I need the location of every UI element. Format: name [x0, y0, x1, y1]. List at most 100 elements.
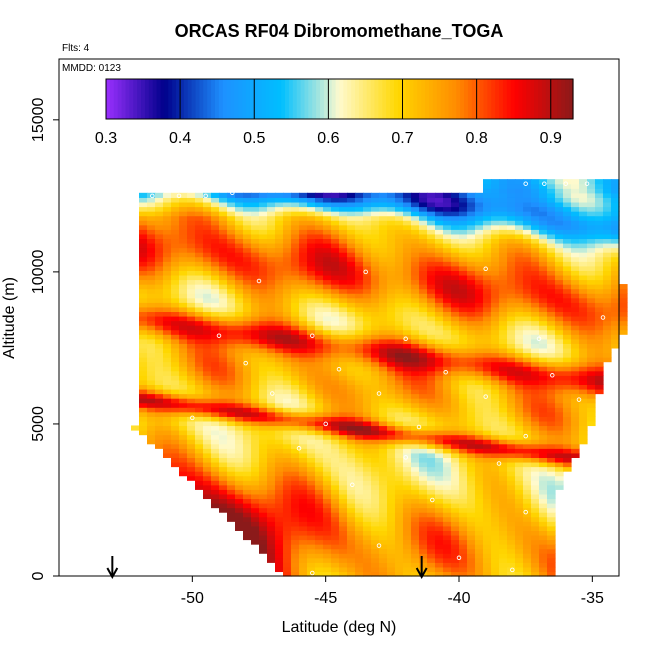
heatmap-cell — [403, 215, 412, 221]
heatmap-cell — [491, 320, 500, 326]
heatmap-cell — [515, 274, 524, 281]
heatmap-cell — [475, 352, 484, 358]
heatmap-cell — [531, 571, 540, 577]
heatmap-cell — [515, 425, 524, 431]
heatmap-cell — [403, 566, 412, 573]
heatmap-cell — [291, 471, 300, 477]
heatmap-cell — [139, 279, 148, 285]
heatmap-cell — [603, 211, 612, 217]
heatmap-cell — [155, 366, 164, 372]
heatmap-cell — [451, 461, 460, 468]
heatmap-cell — [411, 521, 420, 527]
heatmap-cell — [331, 315, 340, 322]
heatmap-cell — [499, 416, 508, 422]
heatmap-cell — [299, 279, 308, 285]
heatmap-cell — [611, 238, 620, 244]
heatmap-cell — [611, 302, 620, 308]
heatmap-cell — [331, 215, 340, 221]
heatmap-cell — [451, 416, 460, 422]
heatmap-cell — [283, 247, 292, 253]
y-axis-label: Altitude (m) — [1, 277, 18, 359]
heatmap-cell — [299, 352, 308, 358]
heatmap-cell — [587, 206, 596, 212]
heatmap-cell — [563, 461, 572, 468]
sample-point — [270, 391, 275, 396]
heatmap-cell — [419, 261, 428, 267]
heatmap-cell — [339, 247, 348, 253]
heatmap-cell — [283, 347, 292, 354]
heatmap-cell — [515, 288, 524, 294]
heatmap-cell — [291, 443, 300, 449]
heatmap-cell — [403, 480, 412, 486]
heatmap-cell — [267, 498, 276, 504]
sample-point — [483, 266, 488, 272]
heatmap-cell — [299, 347, 308, 354]
heatmap-cell — [571, 284, 580, 290]
heatmap-cell — [515, 402, 524, 408]
heatmap-cell — [179, 461, 188, 468]
heatmap-cell — [323, 425, 332, 431]
heatmap-cell — [459, 466, 468, 472]
heatmap-cell — [531, 443, 540, 449]
heatmap-cell — [475, 229, 484, 235]
heatmap-cell — [147, 352, 156, 358]
heatmap-cell — [307, 329, 316, 335]
heatmap-cell — [211, 306, 220, 313]
heatmap-cell — [451, 466, 460, 472]
heatmap-cell — [187, 448, 196, 454]
heatmap-cell — [371, 265, 380, 271]
heatmap-cell — [483, 315, 492, 322]
heatmap-cell — [523, 379, 532, 385]
heatmap-cell — [299, 571, 308, 577]
heatmap-cell — [395, 265, 404, 271]
heatmap-cell — [507, 284, 516, 290]
heatmap-cell — [347, 279, 356, 285]
heatmap-cell — [603, 306, 612, 313]
heatmap-cell — [475, 197, 484, 203]
heatmap-cell — [163, 416, 172, 422]
heatmap-cell — [339, 402, 348, 408]
heatmap-cell — [235, 361, 244, 367]
heatmap-cell — [227, 334, 236, 340]
heatmap-cell — [459, 448, 468, 454]
heatmap-cell — [235, 430, 244, 436]
heatmap-cell — [315, 434, 324, 440]
heatmap-cell — [267, 274, 276, 281]
heatmap-cell — [179, 220, 188, 226]
heatmap-cell — [483, 480, 492, 486]
heatmap-cell — [611, 215, 620, 221]
heatmap-cell — [203, 448, 212, 454]
heatmap-cell — [467, 498, 476, 504]
heatmap-cell — [379, 274, 388, 281]
heatmap-cell — [387, 329, 396, 335]
heatmap-cell — [515, 224, 524, 230]
heatmap-cell — [419, 370, 428, 376]
heatmap-cell — [443, 416, 452, 422]
heatmap-cell — [251, 256, 260, 262]
heatmap-cell — [571, 256, 580, 262]
heatmap-cell — [347, 379, 356, 385]
heatmap-cell — [587, 211, 596, 217]
heatmap-cell — [339, 466, 348, 472]
heatmap-cell — [547, 375, 556, 381]
heatmap-cell — [395, 211, 404, 217]
heatmap-cell — [507, 553, 516, 559]
heatmap-cell — [547, 571, 556, 577]
heatmap-cell — [379, 512, 388, 518]
heatmap-cell — [547, 315, 556, 322]
heatmap-cell — [219, 352, 228, 358]
heatmap-cell — [339, 320, 348, 326]
heatmap-cell — [203, 416, 212, 422]
heatmap-cell — [523, 284, 532, 290]
heatmap-cell — [403, 320, 412, 326]
heatmap-cell — [515, 489, 524, 495]
heatmap-cell — [467, 489, 476, 495]
colorbar-segment — [355, 79, 360, 119]
heatmap-cell — [307, 311, 316, 317]
heatmap-cell — [467, 233, 476, 240]
heatmap-cell — [539, 534, 548, 541]
heatmap-cell — [507, 338, 516, 344]
heatmap-cell — [259, 211, 268, 217]
sample-point — [430, 497, 435, 503]
